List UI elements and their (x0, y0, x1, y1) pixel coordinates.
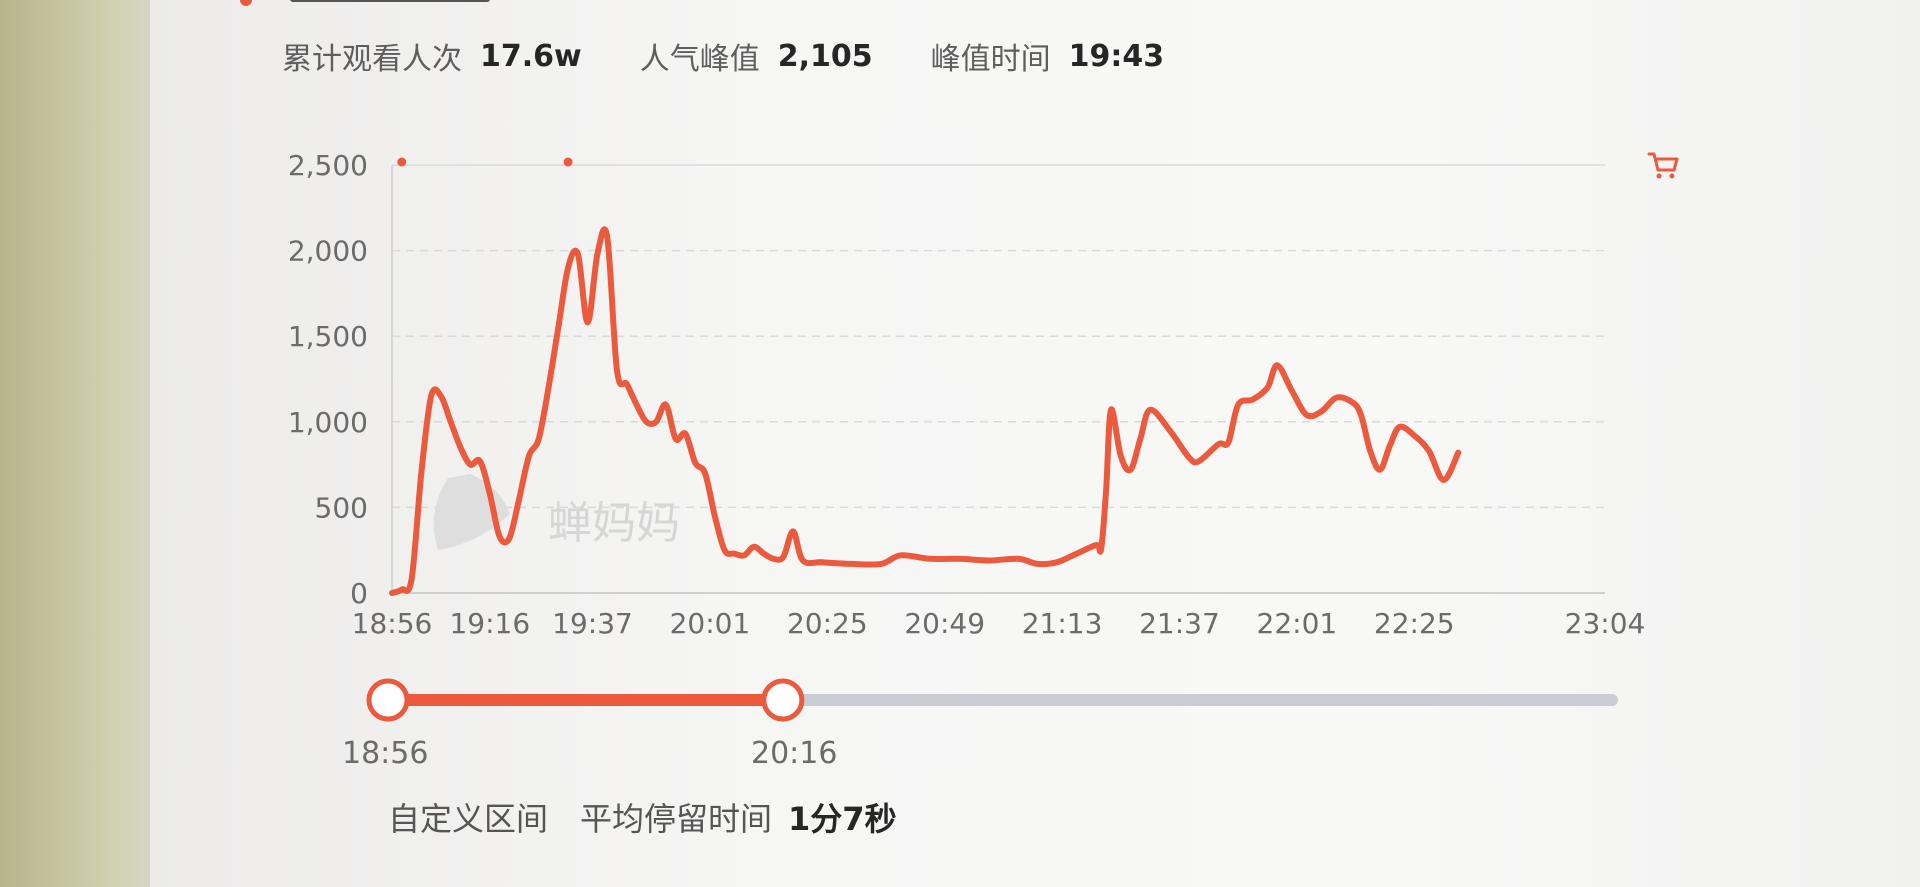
card-panel (150, 0, 1920, 887)
stat-peak-time: 峰值时间 19:43 (931, 34, 1165, 78)
y-tick-label: 1,500 (288, 320, 368, 353)
footer-bar: 自定义区间 平均停留时间 1分7秒 (388, 794, 897, 840)
y-tick-label: 0 (350, 577, 368, 610)
event-marker (397, 157, 407, 167)
stats-bar: 累计观看人次 17.6w 人气峰值 2,105 峰值时间 19:43 (282, 34, 1222, 78)
background-strip (0, 0, 170, 887)
stat-label: 人气峰值 (639, 42, 760, 77)
cart-icon[interactable] (1647, 152, 1679, 179)
x-tick-label: 18:56 (352, 607, 433, 640)
x-tick-label: 21:37 (1139, 607, 1220, 640)
section-marker-dot (240, 0, 252, 6)
section-title-cropped (290, 0, 490, 2)
x-tick-label: 19:37 (552, 607, 633, 640)
range-start-handle[interactable] (366, 678, 410, 722)
x-tick-label: 19:16 (449, 607, 530, 640)
stat-label: 累计观看人次 (282, 42, 462, 77)
avg-stay-value: 1分7秒 (788, 800, 897, 838)
stat-cumulative-views: 累计观看人次 17.6w (282, 34, 582, 78)
y-tick-label: 1,000 (288, 406, 368, 439)
range-start-label: 18:56 (342, 736, 429, 771)
range-end-label: 20:16 (751, 736, 838, 771)
stat-value: 17.6w (480, 38, 582, 74)
x-tick-label: 23:04 (1565, 607, 1646, 640)
y-tick-label: 2,000 (288, 235, 368, 268)
x-tick-label: 20:25 (787, 607, 868, 640)
range-end-handle[interactable] (761, 678, 805, 722)
stat-value: 2,105 (777, 38, 873, 74)
custom-range-button[interactable]: 自定义区间 (388, 800, 549, 838)
y-tick-label: 2,500 (288, 149, 368, 182)
series-line (389, 226, 1462, 596)
stat-peak-popularity: 人气峰值 2,105 (640, 34, 873, 78)
y-tick-label: 500 (315, 491, 368, 524)
stat-label: 峰值时间 (930, 42, 1051, 77)
x-tick-label: 21:13 (1022, 607, 1103, 640)
x-tick-label: 20:49 (904, 607, 985, 640)
x-tick-label: 22:25 (1374, 607, 1455, 640)
watermark-text: 蝉妈妈 (548, 498, 680, 549)
avg-stay-label: 平均停留时间 (580, 800, 773, 838)
x-tick-label: 20:01 (670, 607, 751, 640)
x-tick-label: 22:01 (1257, 607, 1338, 640)
event-marker (563, 157, 573, 167)
stat-value: 19:43 (1068, 38, 1165, 74)
